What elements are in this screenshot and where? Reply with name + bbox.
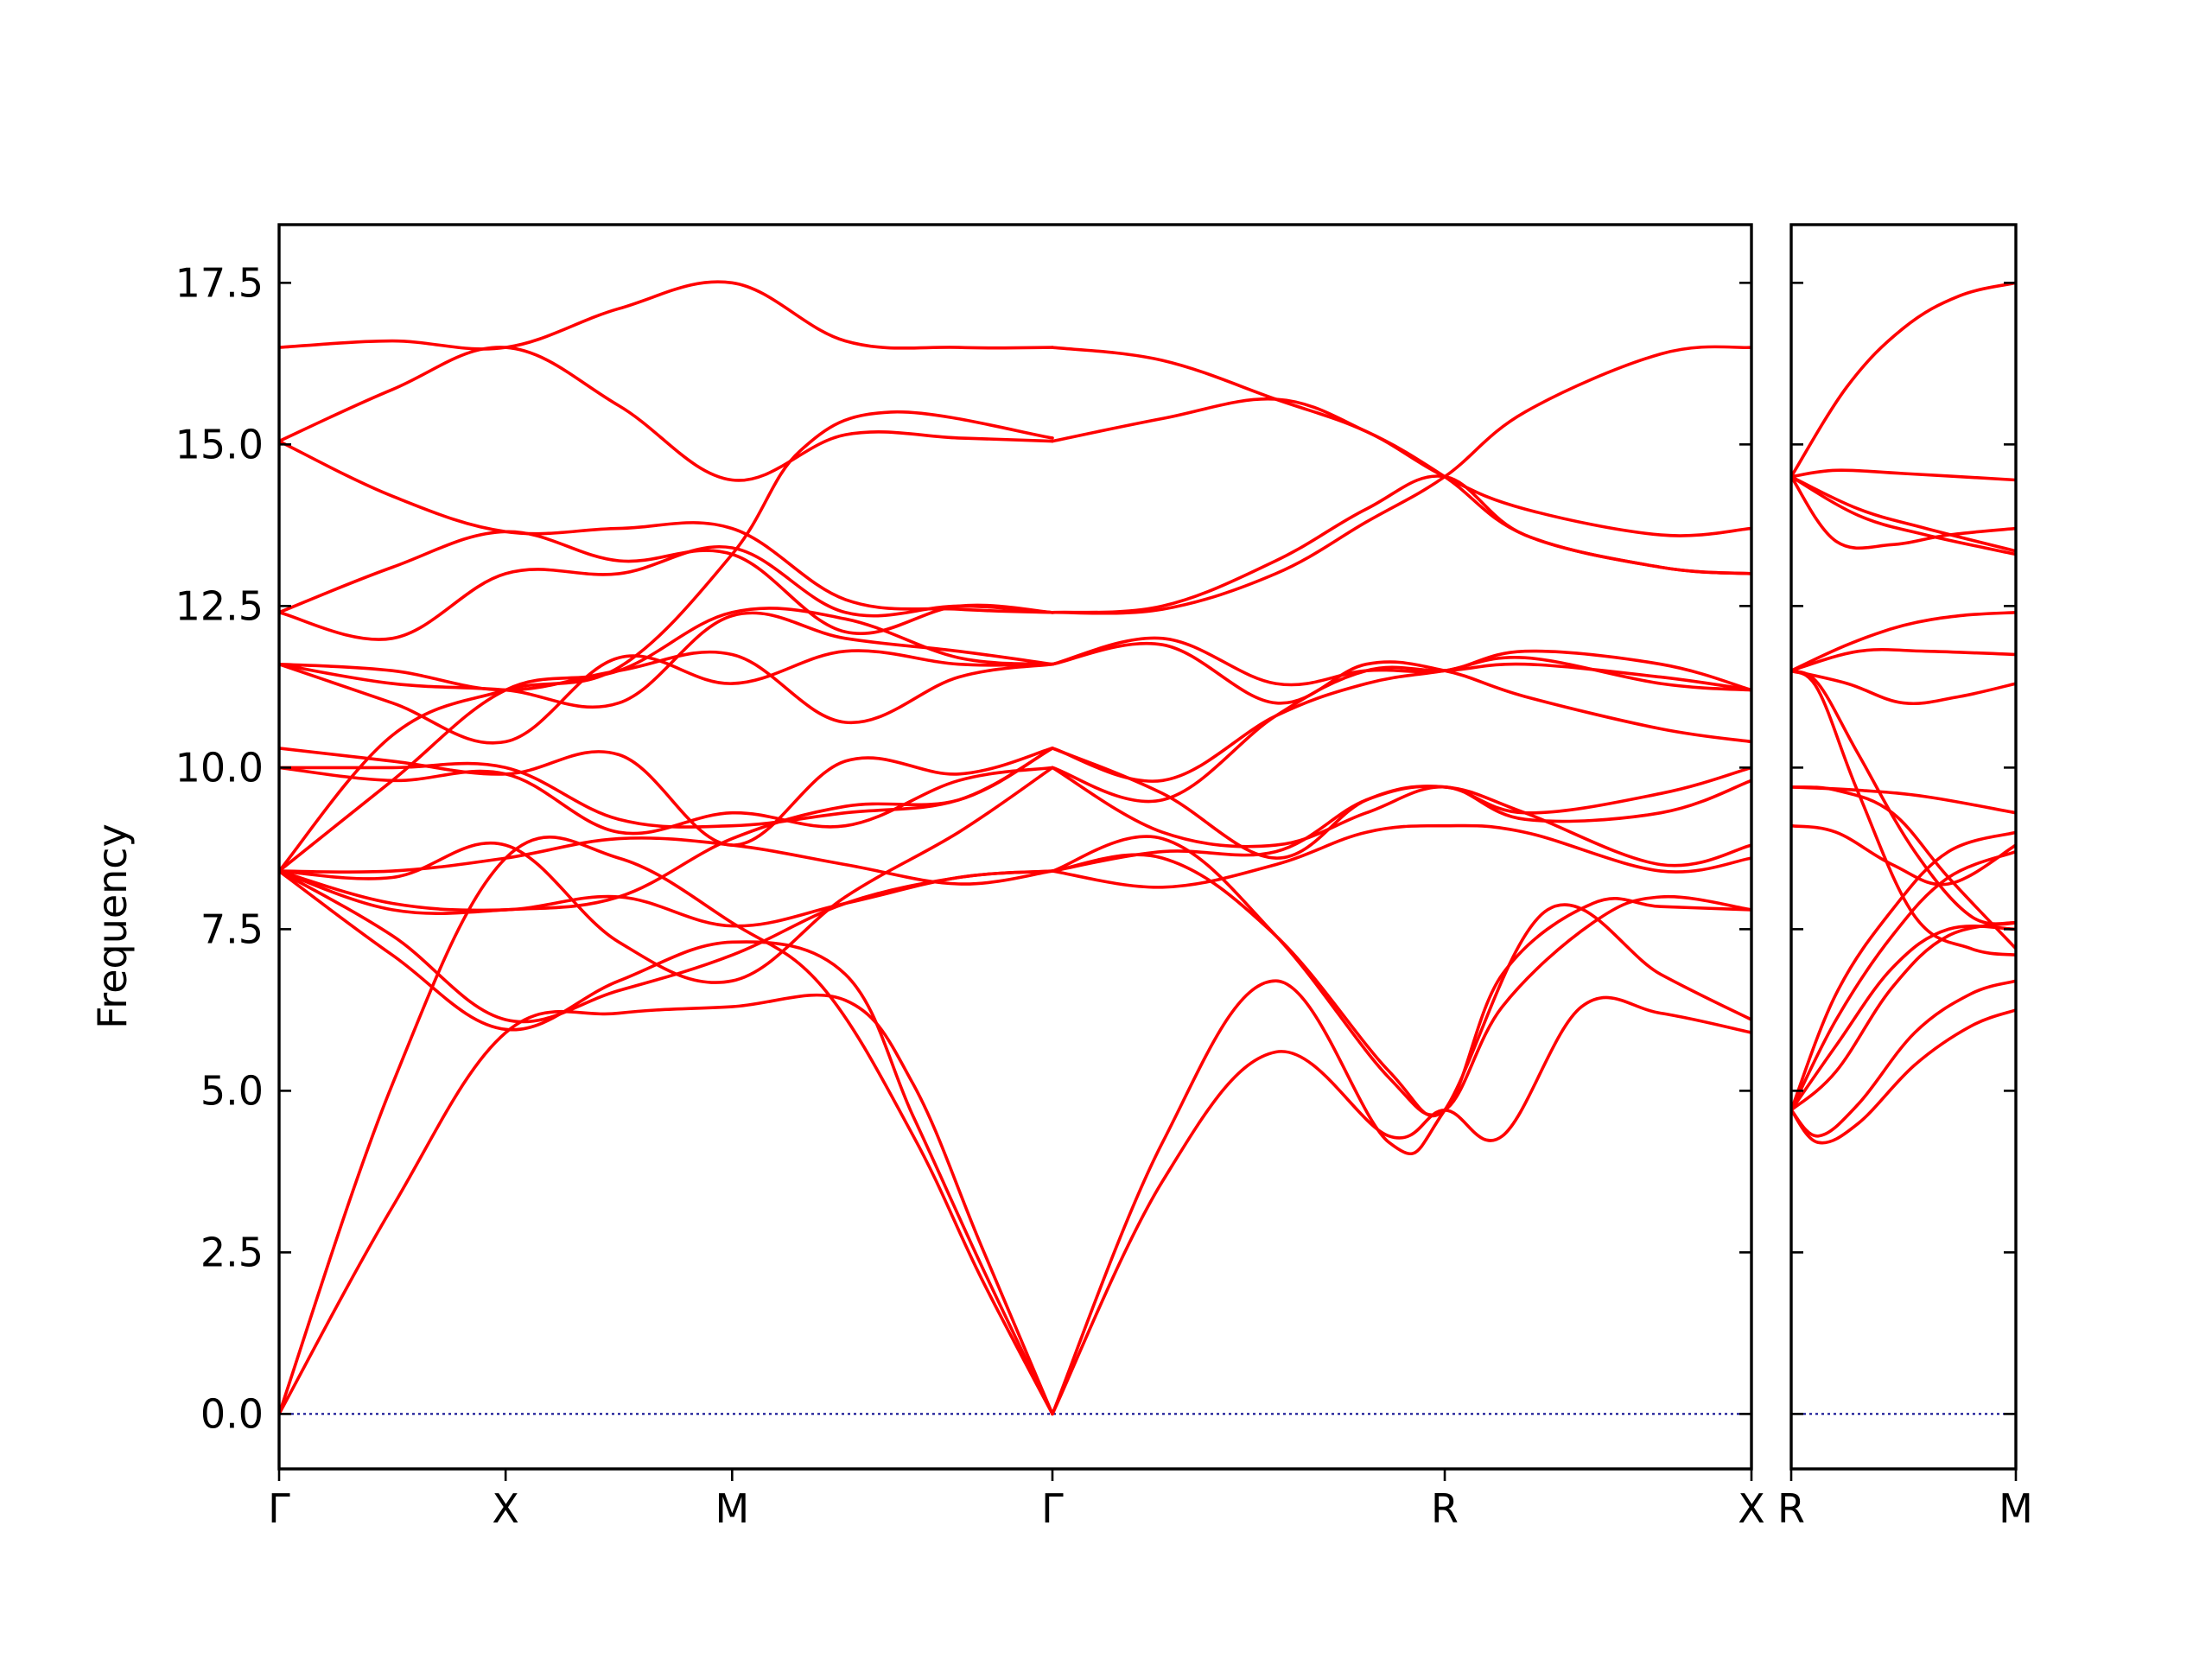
right-panel-band-4 — [1791, 925, 2016, 1112]
main-panel-band-31 — [1051, 656, 1751, 783]
main-panel-band-34 — [1051, 474, 1751, 614]
y-tick-label: 15.0 — [175, 421, 264, 467]
right-panel-band-13 — [1791, 647, 2016, 672]
right-panel-band-3 — [1791, 921, 2016, 1112]
main-panel-band-21 — [279, 747, 1054, 915]
main-panel-frame — [277, 223, 1753, 1471]
x-tick-label-M: M — [715, 1485, 749, 1532]
x-tick-label-R: R — [1777, 1485, 1805, 1532]
main-panel-band-23 — [1051, 995, 1751, 1416]
main-panel-band-24 — [1051, 835, 1751, 1116]
right-panel-band-10 — [1791, 669, 2016, 925]
y-tick-label: 0.0 — [200, 1390, 264, 1437]
main-panel-band-29 — [1051, 747, 1751, 860]
main-panel-band-17 — [279, 280, 1054, 351]
x-tick-label-X: X — [492, 1485, 519, 1532]
right-panel-band-11 — [1791, 669, 2016, 957]
main-panel-band-3 — [279, 869, 1054, 1416]
y-tick-label: 10.0 — [175, 744, 264, 791]
y-tick-label: 12.5 — [175, 582, 264, 629]
main-panel-band-37 — [1051, 346, 1751, 575]
right-panel-frame — [1789, 223, 2018, 1471]
y-tick-label: 2.5 — [200, 1229, 264, 1275]
main-panel-band-18 — [279, 607, 1054, 873]
y-tick-label: 7.5 — [200, 906, 264, 952]
right-panel-band-17 — [1791, 474, 2016, 553]
main-panel-band-12 — [279, 649, 1054, 745]
main-panel-band-7 — [279, 836, 1054, 886]
right-panel-band-8 — [1791, 785, 2016, 815]
y-axis-ticks: 0.0 2.5 5.0 7.5 10.0 12.5 15.0 17.5 — [175, 259, 2016, 1437]
right-panel-band-9 — [1791, 785, 2016, 950]
right-panel-band-18 — [1791, 468, 2016, 482]
main-panel-band-16 — [279, 346, 1054, 482]
right-panel-band-12 — [1791, 669, 2016, 706]
main-panel-band-13 — [279, 545, 1054, 641]
right-panel-band-7 — [1791, 823, 2016, 887]
main-panel-band-1 — [279, 993, 1054, 1416]
right-panel-band-2 — [1791, 979, 2016, 1138]
main-panel-band-30 — [1051, 662, 1751, 804]
x-tick-label-Γ: Γ — [1041, 1485, 1064, 1532]
panel-frames — [277, 223, 2018, 1471]
main-panel-band-36 — [1051, 397, 1751, 537]
main-panel-band-6 — [279, 766, 1054, 984]
main-panel-band-4 — [279, 869, 1054, 1024]
right-panel-band-6 — [1791, 830, 2016, 1112]
right-panel-band-19 — [1791, 281, 2016, 479]
x-tick-label-R: R — [1431, 1485, 1459, 1532]
y-axis-label: Frequency — [89, 823, 136, 1029]
main-panel-band-2 — [279, 836, 1054, 1416]
main-panel-band-26 — [1051, 823, 1751, 889]
right-panel-bands — [1791, 281, 2016, 1145]
right-panel-band-15 — [1791, 474, 2016, 550]
main-panel-band-22 — [1051, 903, 1751, 1416]
phonon-bands — [279, 280, 2016, 1416]
right-panel-band-14 — [1791, 611, 2016, 672]
main-panel-bands — [279, 280, 1751, 1416]
main-panel-band-20 — [279, 611, 1054, 709]
main-panel-band-14 — [279, 530, 1054, 635]
x-tick-label-X: X — [1738, 1485, 1765, 1532]
x-tick-label-Γ: Γ — [268, 1485, 290, 1532]
right-panel-band-16 — [1791, 474, 2016, 556]
main-panel-band-19 — [279, 410, 1054, 873]
main-panel-band-28 — [1051, 766, 1751, 849]
main-panel-band-33 — [1051, 636, 1751, 692]
y-tick-label: 17.5 — [175, 259, 264, 306]
main-panel-band-15 — [279, 439, 1054, 614]
right-panel-band-5 — [1791, 849, 2016, 1112]
right-panel-band-1 — [1791, 1008, 2016, 1145]
main-panel-band-25 — [1051, 853, 1751, 1118]
main-panel-band-10 — [279, 747, 1054, 847]
y-tick-label: 5.0 — [200, 1067, 264, 1114]
main-panel-band-32 — [1051, 642, 1751, 744]
main-panel-band-35 — [1051, 345, 1751, 615]
x-tick-label-M: M — [1999, 1485, 2033, 1532]
